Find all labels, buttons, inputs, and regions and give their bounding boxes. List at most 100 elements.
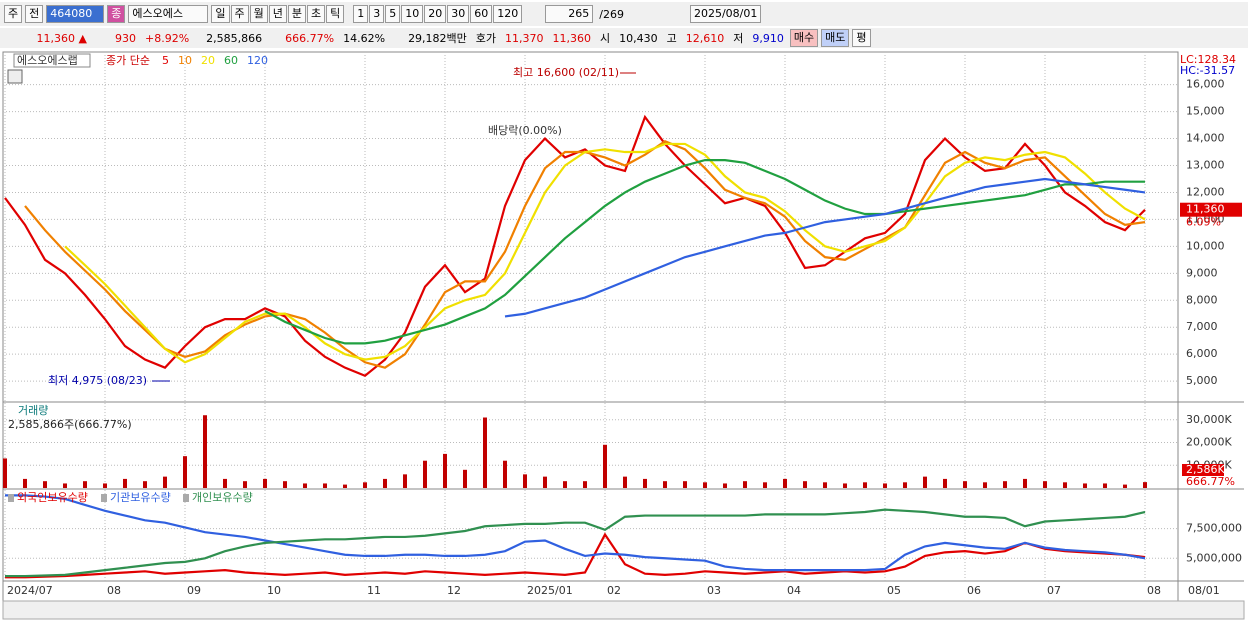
- last-pct-label: 6.09%: [1186, 216, 1221, 229]
- interval-button[interactable]: 60: [470, 5, 493, 23]
- y-tick-label: 8,000: [1186, 293, 1218, 306]
- buy-button[interactable]: 매수: [789, 29, 819, 47]
- volume-bar: [103, 483, 107, 488]
- volume-bar: [1103, 483, 1107, 488]
- volume-bar: [63, 483, 67, 488]
- legend-swatch: [183, 494, 189, 502]
- volume-bar: [183, 456, 187, 488]
- volume-bar: [283, 481, 287, 488]
- y-tick-label: 5,000,000: [1186, 551, 1242, 564]
- y-tick-label: 30,000K: [1186, 413, 1232, 426]
- badge: 종: [107, 5, 126, 23]
- volume-bar: [1023, 478, 1027, 488]
- market[interactable]: 주: [4, 5, 23, 23]
- interval-button[interactable]: 5: [385, 5, 401, 23]
- y-tick-label: 13,000: [1186, 159, 1225, 172]
- turnover: 14.62%: [343, 31, 386, 45]
- interval-button[interactable]: 20: [424, 5, 447, 23]
- volume-bar: [923, 476, 927, 488]
- volume-bar: [503, 460, 507, 488]
- volume-bar: [843, 483, 847, 488]
- dividend-annotation: 배당락(0.00%): [488, 124, 562, 137]
- y-tick-label: 12,000: [1186, 185, 1225, 198]
- x-tick-label: 09: [187, 584, 201, 597]
- last-price-tag: [1180, 202, 1242, 217]
- volume-bar: [163, 476, 167, 488]
- low: 9,910: [752, 31, 784, 45]
- code-input[interactable]: 464080: [46, 5, 105, 23]
- period-button[interactable]: 일: [211, 5, 230, 23]
- volume-bar: [303, 483, 307, 488]
- open-label: 시: [600, 32, 611, 45]
- chart-title: 에스오에스랩: [17, 54, 78, 67]
- period-button[interactable]: 분: [287, 5, 306, 23]
- volume-bar: [643, 478, 647, 488]
- y-tick-label: 5,000: [1186, 374, 1218, 387]
- plot-frame: [2, 51, 1179, 602]
- legend-entry: 60: [224, 54, 238, 67]
- volume-bar: [623, 476, 627, 488]
- count[interactable]: 265: [545, 5, 594, 23]
- scrollbar[interactable]: [2, 600, 1245, 620]
- high: 12,610: [685, 31, 725, 45]
- volume-bar: [23, 478, 27, 488]
- sell-button[interactable]: 매도: [821, 29, 850, 47]
- interval-button[interactable]: 30: [447, 5, 470, 23]
- hc-label: HC:-31.57: [1180, 64, 1235, 77]
- volume-bar: [1043, 481, 1047, 488]
- volume-tag-pct: 666.77%: [1186, 475, 1235, 488]
- legend-swatch: [8, 494, 14, 502]
- prev[interactable]: 전: [25, 5, 44, 23]
- tool-icon[interactable]: [7, 69, 23, 84]
- x-tick-label: 08: [1147, 584, 1161, 597]
- volume-subtitle: 2,585,866주(666.77%): [8, 418, 132, 431]
- x-tick-label: 10: [267, 584, 281, 597]
- x-tick-label: 2025/01: [527, 584, 573, 597]
- volume-bar: [443, 453, 447, 488]
- quote-bar: 11,360 ▲ 930 +8.92% 2,585,866 666.77% 14…: [0, 28, 1248, 48]
- high-label: 고: [666, 32, 677, 45]
- low-annotation: 최저 4,975 (08/23): [48, 374, 147, 387]
- volume-bar: [223, 478, 227, 488]
- volume-bar: [723, 483, 727, 488]
- period-button[interactable]: 주: [230, 5, 249, 23]
- period-button[interactable]: 초: [307, 5, 326, 23]
- y-tick-label: 7,000: [1186, 320, 1218, 333]
- volume-bar: [983, 482, 987, 488]
- interval-button[interactable]: 120: [493, 5, 523, 23]
- low-label: 저: [733, 32, 744, 45]
- legend-entry: 120: [247, 54, 268, 67]
- volume-bar: [483, 417, 487, 488]
- x-tick-label: 03: [707, 584, 721, 597]
- volume-bar: [1143, 482, 1147, 488]
- y-tick-label: 9,000: [1186, 266, 1218, 279]
- interval-button[interactable]: 3: [369, 5, 385, 23]
- period-button[interactable]: 월: [249, 5, 268, 23]
- volume-bar: [143, 481, 147, 488]
- y-tick-label: 6,000: [1186, 347, 1218, 360]
- date[interactable]: 2025/08/01: [689, 5, 762, 23]
- volume-bar: [323, 483, 327, 488]
- avg-button[interactable]: 평: [852, 29, 871, 47]
- ask-label: 호가: [475, 32, 497, 45]
- y-tick-label: 16,000: [1186, 78, 1225, 91]
- legend-entry: 10: [178, 54, 192, 67]
- period-button[interactable]: 틱: [326, 5, 345, 23]
- volume-bar: [903, 482, 907, 488]
- legend-entry: 20: [201, 54, 215, 67]
- legend-swatch: [101, 494, 107, 502]
- legend-entry: 5: [162, 54, 169, 67]
- interval-button[interactable]: 1: [353, 5, 369, 23]
- volume-bar: [583, 481, 587, 488]
- ask: 11,370: [505, 31, 544, 45]
- interval-button[interactable]: 10: [401, 5, 424, 23]
- x-tick-label: 12: [447, 584, 461, 597]
- period-button[interactable]: 년: [268, 5, 287, 23]
- volume-tag-label: 2,586K: [1186, 463, 1225, 476]
- volume-bar: [783, 478, 787, 488]
- series-line: [264, 159, 1145, 345]
- lc-label: LC:128.34: [1180, 53, 1236, 66]
- volume: 2,585,866: [206, 31, 263, 45]
